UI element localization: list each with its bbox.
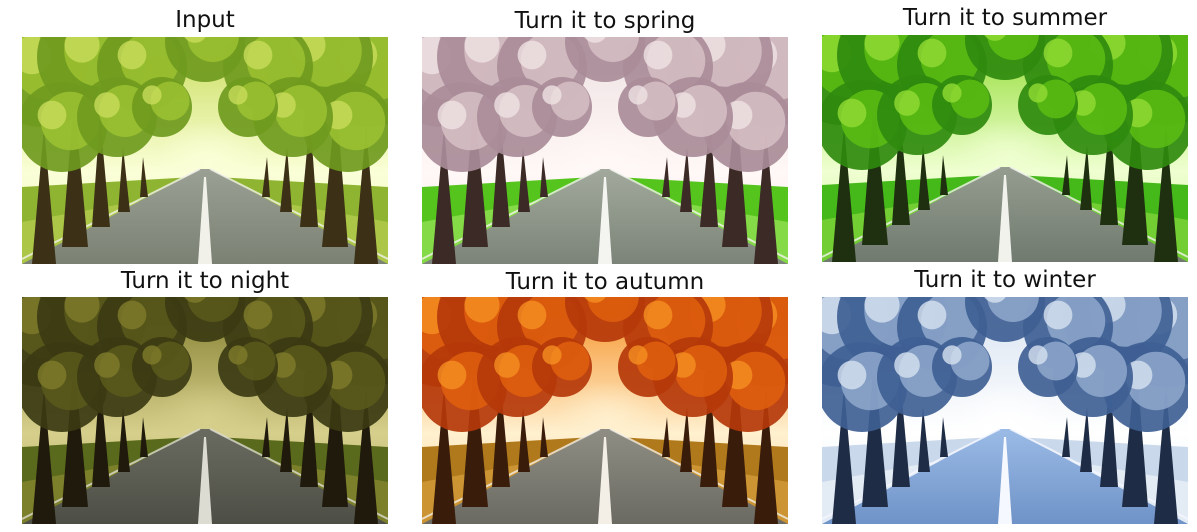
caption-spring: Turn it to spring xyxy=(514,8,696,34)
photo-autumn xyxy=(422,297,788,524)
scene-svg xyxy=(822,297,1188,524)
photo-winter xyxy=(822,297,1188,524)
scene-svg xyxy=(22,37,388,264)
caption-summer: Turn it to summer xyxy=(902,5,1108,31)
caption-input: Input xyxy=(175,7,235,33)
scene-svg xyxy=(822,35,1188,262)
scene-svg xyxy=(22,297,388,524)
photo-summer xyxy=(822,35,1188,262)
scene-svg xyxy=(422,297,788,524)
caption-winter: Turn it to winter xyxy=(914,267,1096,293)
caption-autumn: Turn it to autumn xyxy=(505,269,705,295)
photo-spring xyxy=(422,37,788,264)
photo-night xyxy=(22,297,388,524)
scene-svg xyxy=(422,37,788,264)
photo-input xyxy=(22,37,388,264)
caption-night: Turn it to night xyxy=(120,268,290,294)
